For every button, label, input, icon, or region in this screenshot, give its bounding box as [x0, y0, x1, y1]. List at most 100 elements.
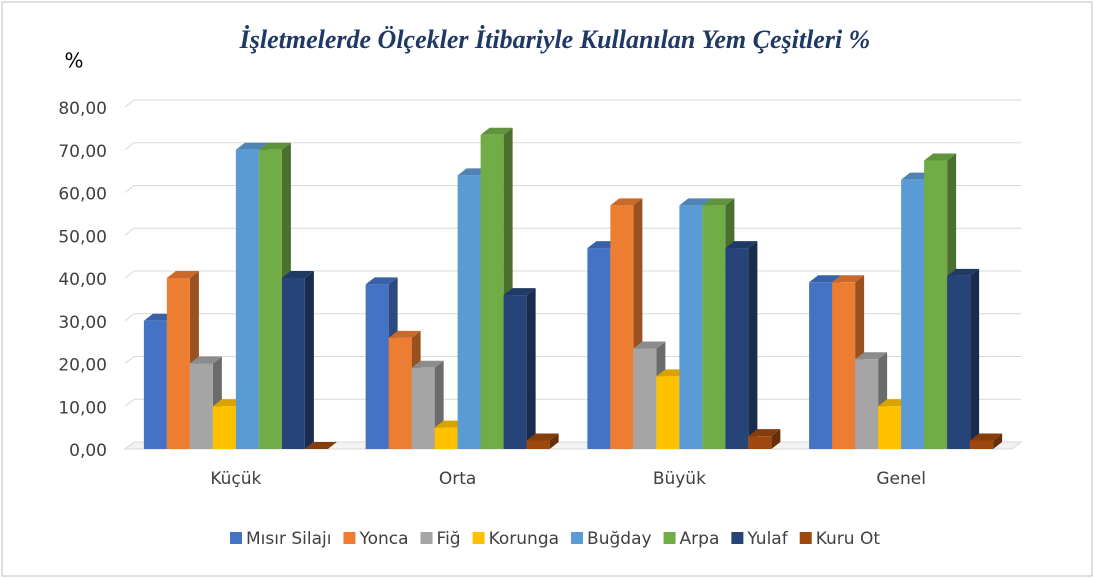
y-axis-label: %: [64, 49, 83, 73]
bar-top: [258, 142, 291, 150]
bar-front: [503, 295, 527, 449]
legend-label: Arpa: [680, 529, 720, 549]
bar-front: [212, 406, 236, 449]
bar-front: [411, 367, 435, 449]
bar: [970, 433, 1003, 449]
bar-top: [365, 277, 398, 285]
bar-top: [702, 198, 735, 206]
bar-top: [633, 341, 666, 349]
y-tick-label: 30,00: [58, 313, 107, 333]
bar-front: [587, 248, 611, 449]
bar-front: [947, 275, 971, 449]
legend-label: Korunga: [489, 529, 559, 549]
bar-top: [725, 241, 758, 249]
bar-front: [748, 436, 772, 449]
bar-top: [388, 330, 421, 338]
y-tick-label: 40,00: [58, 270, 107, 290]
bar-front: [679, 205, 703, 449]
bar-front: [725, 248, 749, 449]
legend-label: Fiğ: [437, 529, 461, 549]
bar-front: [388, 337, 412, 449]
bar-top: [809, 275, 842, 283]
legend-swatch: [420, 532, 433, 544]
x-tick-label: Küçük: [210, 469, 261, 489]
legend-label: Mısır Silajı: [246, 529, 331, 549]
bar-top: [924, 153, 957, 161]
bar-side: [970, 268, 980, 449]
bar-front: [166, 278, 190, 449]
legend-label: Yulaf: [746, 529, 788, 549]
bar-side: [993, 433, 1003, 449]
bar-top: [166, 271, 199, 278]
legend-swatch: [663, 532, 676, 544]
bar-top: [832, 275, 865, 283]
bar: [526, 433, 559, 449]
bar-front: [633, 348, 657, 449]
bar-top: [304, 442, 337, 449]
bar-top: [411, 360, 444, 368]
bar-front: [281, 278, 305, 449]
chart-title: İşletmelerde Ölçekler İtibariyle Kullanı…: [239, 25, 871, 54]
bar-front: [809, 282, 833, 449]
grid-line: [124, 142, 1021, 151]
bar-front: [365, 284, 389, 449]
bar-front: [656, 376, 680, 449]
bar-front: [702, 205, 726, 449]
y-tick-label: 70,00: [58, 142, 107, 162]
bar-top: [189, 356, 222, 364]
grid-line: [124, 99, 1021, 108]
bar-front: [526, 440, 550, 449]
bar-front: [480, 134, 504, 449]
bar-top: [947, 268, 980, 276]
bar: [304, 442, 337, 449]
bar-front: [924, 160, 948, 449]
legend-swatch: [799, 532, 812, 544]
legend-swatch: [731, 532, 744, 544]
bar-front: [258, 149, 282, 449]
bar-front: [610, 205, 634, 449]
bar-front: [832, 282, 856, 449]
bar-top: [480, 127, 513, 135]
bar: [725, 241, 758, 449]
x-tick-label: Genel: [876, 469, 926, 489]
x-tick-label: Orta: [439, 469, 476, 489]
legend-label: Yonca: [358, 529, 408, 549]
bar: [281, 271, 314, 449]
legend-swatch: [229, 532, 242, 544]
legend-label: Buğday: [587, 529, 652, 549]
grid-line: [124, 185, 1021, 193]
legend-label: Kuru Ot: [816, 529, 881, 549]
bar-front: [235, 149, 259, 449]
bar-front: [143, 320, 167, 449]
bar-top: [503, 288, 536, 296]
bar-top: [855, 352, 888, 360]
legend-swatch: [343, 532, 356, 544]
bar: [947, 268, 980, 449]
bar-front: [855, 359, 879, 449]
bar-front: [970, 440, 994, 449]
bar-front: [457, 175, 481, 449]
bar-front: [901, 179, 925, 450]
bar-side: [526, 288, 536, 449]
bar-top: [970, 433, 1003, 441]
y-tick-label: 0,00: [69, 441, 107, 461]
bar-front: [434, 427, 458, 449]
x-tick-label: Büyük: [653, 469, 706, 489]
y-tick-label: 80,00: [58, 99, 107, 119]
bar-side: [771, 429, 781, 449]
y-tick-label: 50,00: [58, 227, 107, 247]
bar: [503, 288, 536, 449]
bar-top: [281, 271, 314, 278]
bar-top: [235, 142, 268, 150]
bar-top: [748, 429, 781, 437]
bar-side: [549, 433, 559, 449]
bar-front: [189, 363, 213, 449]
bar-top: [679, 198, 712, 206]
legend-swatch: [472, 532, 485, 544]
bar-front: [878, 406, 902, 449]
bar: [480, 127, 513, 449]
bar-top: [610, 198, 643, 206]
bar-side: [304, 271, 314, 449]
bar-side: [748, 241, 758, 449]
